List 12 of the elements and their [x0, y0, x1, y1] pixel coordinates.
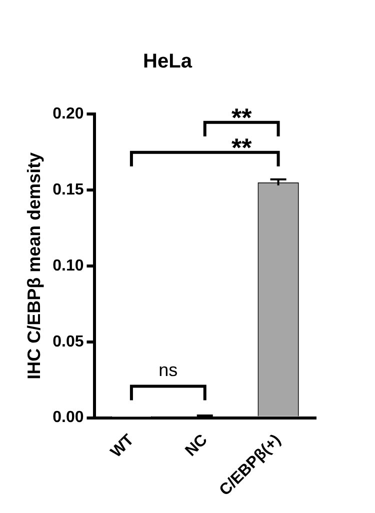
annotation: ** — [231, 102, 253, 133]
y-tick-label: 0.00 — [52, 409, 84, 426]
y-tick-label: 0.20 — [52, 105, 84, 122]
y-tick-label: 0.10 — [52, 257, 84, 274]
y-axis-title: IHC C/EBPβ mean demsity — [24, 152, 44, 380]
annotation: ns — [158, 360, 178, 380]
chart-title: HeLa — [143, 50, 193, 73]
y-tick-label: 0.15 — [52, 181, 84, 198]
x-tick-label: WT — [108, 431, 138, 462]
x-tick-label: NC — [182, 431, 212, 460]
annotation: ** — [231, 132, 253, 163]
y-tick-label: 0.05 — [52, 333, 84, 350]
